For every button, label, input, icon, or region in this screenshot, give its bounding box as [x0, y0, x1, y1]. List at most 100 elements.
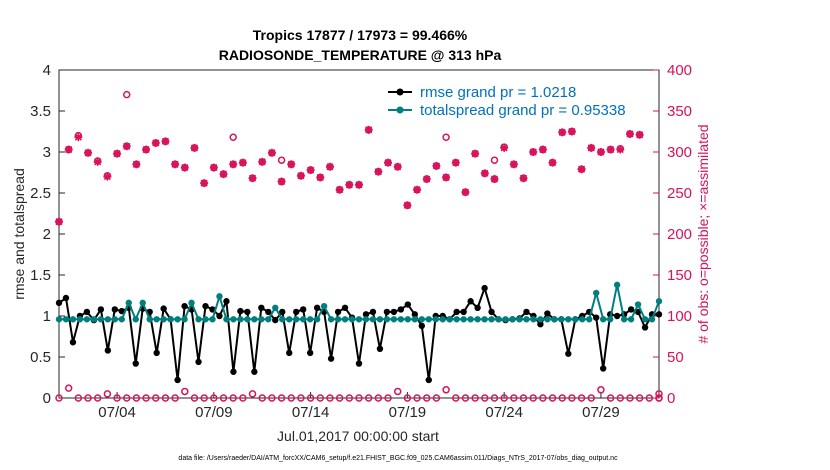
rmse-point	[237, 307, 244, 315]
rmse-point	[397, 306, 405, 313]
obs-assimilated-point	[490, 175, 499, 184]
obs-possible-point	[452, 394, 460, 402]
totalspread-point	[383, 316, 391, 323]
rmse-point	[286, 349, 293, 357]
obs-possible-point	[374, 394, 383, 402]
y2-tick-label: 0	[667, 390, 675, 407]
rmse-point	[453, 308, 460, 316]
y-tick-label: 0.5	[30, 349, 51, 366]
obs-assimilated-point	[480, 169, 489, 178]
totalspread-point	[453, 316, 460, 323]
left-axis-ticks: 0 0.5 1 1.5 2 2.5 3 3.5 4	[30, 62, 65, 407]
totalspread-point	[411, 316, 419, 323]
totalspread-point	[265, 316, 272, 323]
obs-possible-point	[481, 394, 489, 402]
obs-possible-point	[577, 394, 586, 402]
rmse-point	[523, 308, 530, 316]
obs-possible-point	[655, 390, 663, 398]
obs-possible-point	[316, 394, 325, 402]
totalspread-point	[599, 316, 607, 323]
totalspread-point	[369, 316, 377, 323]
totalspread-point	[132, 316, 139, 323]
rmse-point	[355, 360, 363, 367]
totalspread-point	[195, 316, 202, 323]
y2-tick-label: 400	[667, 62, 692, 79]
obs-possible-point	[84, 394, 92, 402]
obs-assimilated-point	[587, 143, 596, 152]
obs-assimilated-point	[461, 188, 470, 197]
obs-possible-point	[345, 394, 354, 402]
totalspread-point	[474, 316, 481, 323]
rmse-point	[411, 311, 419, 318]
obs-assimilated-point	[74, 133, 83, 142]
obs-assimilated-point	[355, 180, 363, 189]
rmse-point	[467, 298, 474, 305]
obs-assimilated-point	[616, 145, 625, 154]
totalspread-point	[537, 316, 544, 323]
obs-possible-point	[287, 394, 296, 402]
x-tick-label: 07/19	[389, 404, 427, 421]
obs-assimilated-point	[596, 148, 605, 156]
rmse-point	[460, 308, 467, 316]
rmse-point	[132, 360, 139, 367]
obs-possible-point	[587, 394, 596, 402]
totalspread-point	[558, 316, 565, 323]
obs-possible-point	[181, 387, 189, 396]
rmse-point	[216, 312, 223, 320]
obs-possible-point	[461, 394, 470, 402]
rmse-point	[97, 306, 105, 313]
obs-possible-point	[55, 394, 63, 402]
y2-tick-label: 150	[667, 267, 692, 284]
obs-assimilated-point	[287, 160, 296, 169]
obs-possible-point	[616, 394, 625, 402]
totalspread-point	[230, 316, 237, 323]
obs-possible-point	[510, 394, 518, 402]
obs-assimilated-point	[451, 158, 460, 167]
obs-assimilated-point	[635, 130, 644, 139]
obs-possible-point	[161, 394, 170, 402]
rmse-point	[341, 304, 349, 311]
y-tick-label: 2.5	[30, 185, 51, 202]
totalspread-point	[655, 298, 663, 305]
totalspread-point	[279, 316, 286, 323]
totalspread-point	[160, 316, 167, 323]
rmse-point	[418, 322, 425, 330]
x-tick-label: 07/04	[98, 404, 136, 421]
obs-assimilated-point	[374, 167, 383, 176]
totalspread-point	[258, 316, 265, 323]
totalspread-point	[251, 316, 258, 323]
rmse-point	[265, 308, 272, 316]
obs-assimilated-point	[393, 162, 402, 171]
chart-title: Tropics 17877 / 17973 = 99.466%	[253, 27, 468, 43]
rmse-point	[425, 376, 432, 384]
totalspread-point	[613, 281, 621, 289]
rmse-point	[544, 310, 551, 317]
rmse-point	[306, 349, 314, 357]
totalspread-point	[502, 316, 509, 323]
obs-assimilated-point	[538, 145, 547, 154]
obs-possible-point	[152, 394, 160, 402]
obs-possible-point	[539, 394, 547, 402]
rmse-point	[104, 347, 112, 354]
totalspread-point	[299, 316, 307, 323]
totalspread-point	[495, 316, 502, 323]
right-axis-ticks: 0 50 100 150 200 250 300 350 400	[653, 62, 692, 407]
legend: rmse grand pr = 1.0218 totalspread grand…	[388, 84, 626, 119]
rmse-point	[299, 306, 307, 313]
y2-tick-label: 350	[667, 103, 692, 120]
obs-assimilated-point	[413, 185, 422, 194]
obs-assimilated-point	[64, 145, 73, 154]
y2-tick-label: 300	[667, 144, 692, 161]
obs-assimilated-point	[151, 138, 160, 147]
totalspread-point	[69, 316, 77, 323]
obs-assimilated-point	[190, 143, 199, 152]
obs-possible-point	[306, 394, 315, 402]
rmse-point	[202, 302, 209, 310]
series-layer	[55, 90, 663, 402]
obs-possible-point	[239, 394, 247, 402]
legend-spread-label: totalspread grand pr = 0.95338	[420, 102, 626, 119]
obs-assimilated-point	[403, 201, 412, 210]
obs-possible-point	[200, 394, 208, 402]
obs-possible-point	[277, 156, 286, 164]
totalspread-point	[125, 299, 132, 307]
